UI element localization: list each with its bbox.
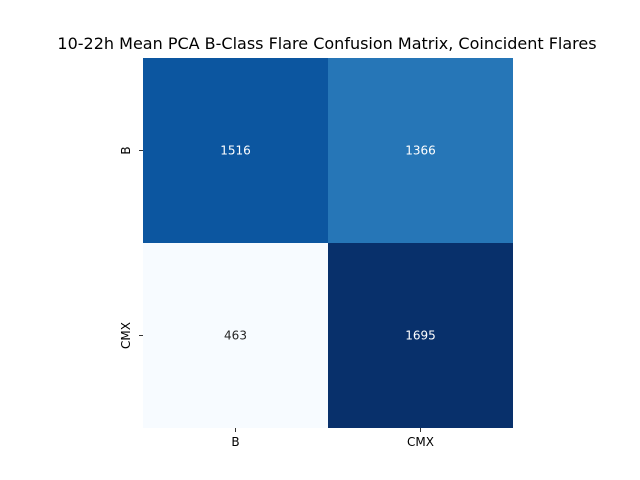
- cell-annotations: 1516 1366 463 1695: [220, 144, 436, 343]
- cell-value-label: 1516: [220, 144, 251, 158]
- y-axis: B CMX: [119, 146, 143, 349]
- heatmap-cell-cmx-b: [143, 243, 328, 428]
- cell-value-label: 463: [224, 329, 247, 343]
- x-axis: B CMX: [231, 428, 434, 449]
- heatmap-cell-cmx-cmx: [328, 243, 513, 428]
- y-tick-label: B: [119, 146, 133, 154]
- heatmap-cells: [143, 58, 513, 428]
- cell-value-label: 1366: [405, 144, 436, 158]
- chart-title: 10-22h Mean PCA B-Class Flare Confusion …: [57, 34, 596, 53]
- cell-value-label: 1695: [405, 329, 436, 343]
- heatmap-cell-b-b: [143, 58, 328, 243]
- y-tick-label: CMX: [119, 322, 133, 349]
- heatmap-cell-b-cmx: [328, 58, 513, 243]
- x-tick-label: B: [231, 435, 239, 449]
- x-tick-label: CMX: [407, 435, 434, 449]
